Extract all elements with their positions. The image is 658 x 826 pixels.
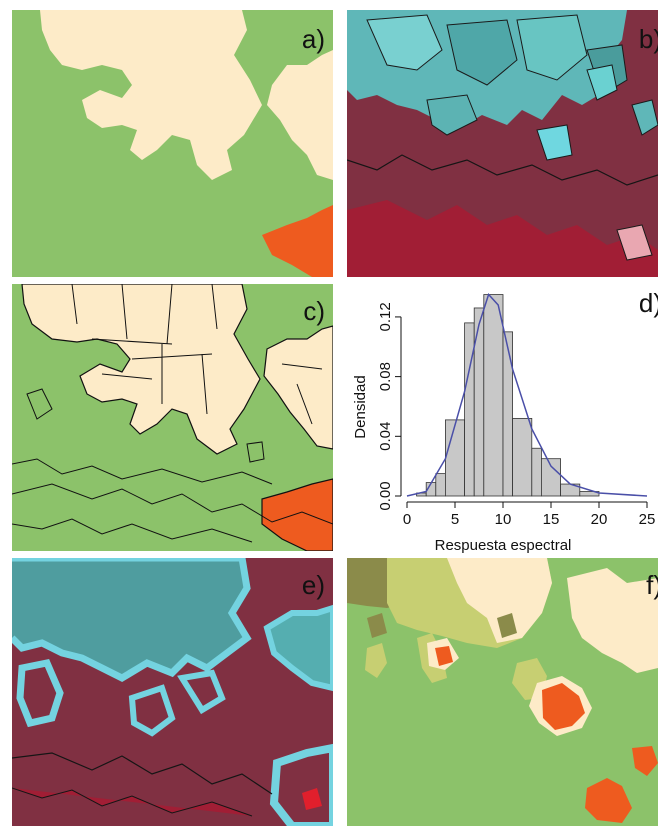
satellite-image-e	[12, 558, 333, 826]
segmented-map-c	[12, 284, 333, 551]
x-tick-label: 25	[639, 511, 656, 528]
histogram-bar	[473, 307, 485, 497]
panel-a-classified-map: a)	[12, 10, 333, 277]
histogram-bar	[464, 322, 475, 497]
y-tick-label: 0.00	[377, 481, 394, 510]
panel-label-f: f)	[646, 570, 658, 600]
density-curve	[406, 293, 648, 497]
y-tick-label: 0.04	[377, 422, 394, 451]
x-tick-label: 10	[495, 511, 512, 528]
panel-b-satellite-image: b)	[347, 10, 658, 277]
panel-label-b: b)	[638, 24, 658, 54]
histogram-bar	[445, 419, 466, 497]
panel-label-d: d)	[638, 288, 658, 318]
histogram-bar	[435, 473, 446, 497]
classified-map-a	[12, 10, 333, 277]
y-axis-label: Densidad	[352, 375, 369, 438]
panel-label-e: e)	[301, 570, 325, 600]
histogram-bars	[416, 294, 600, 497]
x-axis: 0 5 10 15 20 25	[403, 501, 656, 528]
histogram-bar	[540, 458, 561, 497]
x-axis-label: Respuesta espectral	[435, 537, 572, 554]
panel-label-c: c)	[303, 296, 325, 326]
y-tick-label: 0.08	[377, 362, 394, 391]
panel-c-segmented-map: c)	[12, 284, 333, 551]
panel-f-multiclass-map: f)	[347, 558, 658, 826]
panel-e-satellite-buffers: e)	[12, 558, 333, 826]
x-tick-label: 15	[543, 511, 560, 528]
y-tick-label: 0.12	[377, 302, 394, 331]
histogram-bar	[579, 491, 600, 497]
histogram-bar	[483, 294, 504, 497]
x-tick-label: 0	[403, 511, 411, 528]
x-tick-label: 5	[451, 511, 459, 528]
histogram-bar	[502, 331, 513, 497]
histogram-bar	[512, 417, 533, 497]
satellite-image-b	[347, 10, 658, 277]
y-axis: 0.00 0.04 0.08 0.12	[377, 302, 402, 511]
multiclass-map-f	[347, 558, 658, 826]
histogram-bar	[531, 447, 542, 497]
panel-label-a: a)	[301, 24, 325, 54]
histogram-chart: 0 5 10 15 20 25 0.00 0.04 0.08 0.12 Respuesta es…	[352, 293, 656, 554]
panel-d-histogram: 0 5 10 15 20 25 0.00 0.04 0.08 0.12 Respuesta es…	[345, 284, 658, 554]
x-tick-label: 20	[591, 511, 608, 528]
